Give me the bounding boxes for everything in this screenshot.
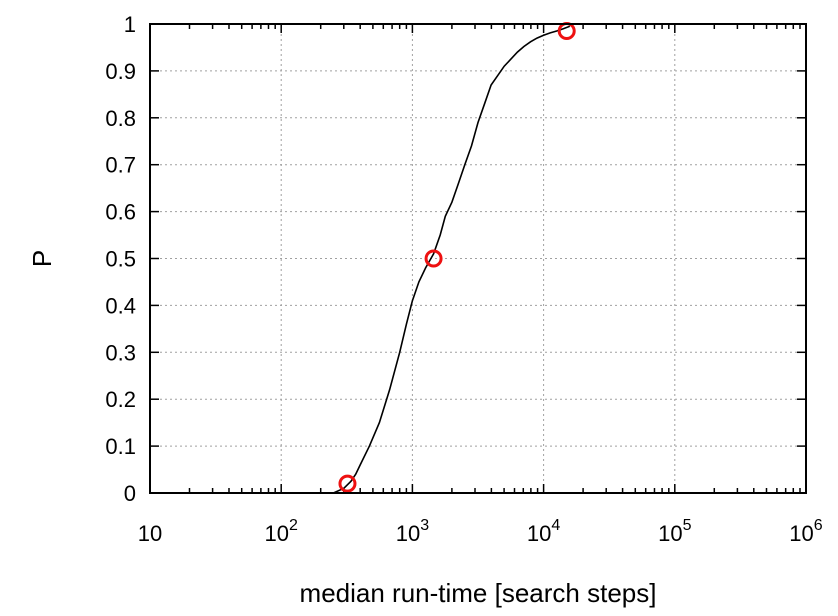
y-tick-label: 1 [124, 12, 136, 37]
highlight-marker [557, 22, 576, 41]
x-tick-exponent: 2 [289, 517, 298, 534]
y-tick-label: 0.2 [105, 387, 136, 412]
x-tick-exponent: 4 [551, 517, 560, 534]
x-tick-exponent: 3 [420, 517, 429, 534]
y-tick-label: 0 [124, 481, 136, 506]
highlight-marker [424, 249, 443, 268]
tick-layer: 10 102 103 104 105 106 0 0.1 0.2 0.3 0.4 0.5 0.6 0.7 0… [105, 12, 822, 546]
y-tick-label: 0.8 [105, 106, 136, 131]
y-axis-label: P [27, 250, 57, 267]
y-tick-label: 0.4 [105, 293, 136, 318]
x-tick-label: 10 [138, 521, 162, 546]
y-tick-label: 0.6 [105, 200, 136, 225]
plot-frame [149, 23, 807, 494]
x-tick-label: 105 [658, 517, 691, 546]
x-tick-label: 104 [527, 517, 560, 546]
series-line [333, 25, 571, 494]
x-tick-label: 102 [265, 517, 298, 546]
x-tick-label: 106 [789, 517, 822, 546]
marker-layer [338, 22, 576, 493]
y-tick-label: 0.3 [105, 340, 136, 365]
highlight-marker [338, 474, 357, 493]
x-tick-exponent: 6 [814, 517, 823, 534]
y-tick-label: 0.9 [105, 59, 136, 84]
x-tick-label: 103 [396, 517, 429, 546]
y-tick-label: 0.5 [105, 247, 136, 272]
y-tick-label: 0.1 [105, 434, 136, 459]
grid-layer [150, 24, 806, 493]
y-tick-label: 0.7 [105, 153, 136, 178]
x-tick-exponent: 5 [683, 517, 692, 534]
curve-layer [333, 25, 571, 494]
x-axis-label: median run-time [search steps] [300, 578, 657, 608]
label-layer: median run-time [search steps] P [27, 250, 656, 608]
